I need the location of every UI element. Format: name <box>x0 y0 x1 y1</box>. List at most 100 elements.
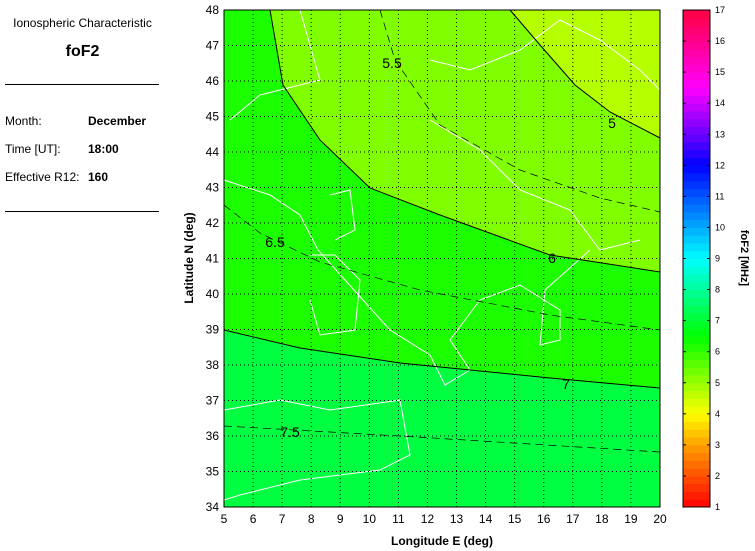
x-tick-label: 16 <box>537 512 551 526</box>
colorbar-segment <box>683 235 710 244</box>
colorbar-segment <box>683 336 710 345</box>
colorbar-segment <box>683 173 710 182</box>
colorbar-tick-label: 13 <box>715 129 725 139</box>
colorbar-segment <box>683 328 710 337</box>
colorbar-segment <box>683 165 710 174</box>
colorbar-segment <box>683 266 710 275</box>
colorbar-label: foF2 [MHz] <box>738 230 750 287</box>
month-value: December <box>88 114 147 128</box>
x-tick-label: 9 <box>337 512 344 526</box>
x-tick-label: 8 <box>308 512 315 526</box>
coastline <box>309 254 361 336</box>
contour-5 <box>509 9 661 139</box>
colorbar-tick-label: 1 <box>715 502 720 512</box>
x-tick-label: 19 <box>624 512 638 526</box>
characteristic-subtitle: Ionospheric Characteristic <box>13 16 152 30</box>
x-tick-label: 11 <box>392 512 405 526</box>
x-tick-label: 15 <box>508 512 522 526</box>
contour-label: 6.5 <box>265 234 285 250</box>
colorbar-tick-label: 7 <box>715 316 720 326</box>
y-axis-label: Latitude N (deg) <box>182 212 196 303</box>
contour-7.5 <box>223 425 661 453</box>
colorbar-tick-label: 2 <box>715 471 720 481</box>
x-tick-label: 6 <box>250 512 257 526</box>
colorbar-segment <box>683 180 710 190</box>
colorbar-segment <box>683 444 710 454</box>
colorbar-segment <box>683 48 710 58</box>
y-tick-label: 37 <box>206 394 220 408</box>
colorbar-segment <box>683 491 710 500</box>
y-tick-label: 39 <box>206 323 220 337</box>
coastline <box>429 119 641 251</box>
colorbar-segment <box>683 196 710 205</box>
colorbar-segment <box>683 204 710 213</box>
colorbar-tick-label: 17 <box>715 5 725 15</box>
colorbar-tick-label: 14 <box>715 98 725 108</box>
colorbar-segment <box>683 79 710 89</box>
colorbar-segment <box>683 343 710 353</box>
colorbar-segment <box>683 351 710 360</box>
y-tick-label: 42 <box>206 216 220 230</box>
x-tick-label: 20 <box>653 512 667 526</box>
y-tick-label: 47 <box>206 39 220 53</box>
r12-value: 160 <box>88 170 109 184</box>
colorbar-segment <box>683 41 710 50</box>
contour-label: 5 <box>608 115 616 131</box>
y-tick-label: 44 <box>206 145 220 159</box>
divider <box>5 211 159 212</box>
colorbar-tick-label: 11 <box>715 191 724 201</box>
contour-label: 7 <box>562 376 570 392</box>
y-tick-label: 48 <box>206 3 220 17</box>
colorbar-tick-label: 8 <box>715 285 720 295</box>
contour-label: 5.5 <box>382 55 402 71</box>
colorbar-segment <box>683 258 710 267</box>
colorbar-segment <box>683 413 710 423</box>
colorbar-tick-label: 9 <box>715 254 720 264</box>
x-tick-label: 14 <box>479 512 493 526</box>
colorbar-segment <box>683 211 710 221</box>
r12-label: Effective R12: <box>5 170 80 184</box>
colorbar-segment <box>683 281 710 291</box>
y-tick-label: 41 <box>206 252 220 266</box>
band-below-5 <box>510 10 660 138</box>
colorbar-segment <box>683 382 710 392</box>
time-value: 18:00 <box>88 142 119 156</box>
colorbar-segment <box>683 367 710 376</box>
colorbar-segment <box>683 452 710 461</box>
colorbar-segment <box>683 289 710 298</box>
colorbar-segment <box>683 87 710 96</box>
colorbar-segment <box>683 468 710 477</box>
time-label: Time [UT]: <box>5 142 61 156</box>
coastline <box>229 9 321 121</box>
y-tick-label: 34 <box>206 500 220 514</box>
colorbar-segment <box>683 149 710 159</box>
colorbar-segment <box>683 499 710 508</box>
coastline <box>429 19 661 91</box>
colorbar-segment <box>683 188 710 197</box>
colorbar-segment <box>683 320 710 329</box>
colorbar-segment <box>683 406 710 415</box>
colorbar-segment <box>683 460 710 469</box>
map-frame <box>223 9 661 508</box>
colorbar-segment <box>683 95 710 104</box>
colorbar-tick-label: 6 <box>715 347 720 357</box>
x-tick-label: 5 <box>221 512 228 526</box>
y-tick-label: 38 <box>206 358 220 372</box>
colorbar-segment <box>683 242 710 252</box>
colorbar-segment <box>683 72 710 81</box>
colorbar-segment <box>683 398 710 407</box>
y-tick-label: 35 <box>206 465 220 479</box>
colorbar-segment <box>683 103 710 112</box>
colorbar-segment <box>683 142 710 151</box>
colorbar-segment <box>683 305 710 314</box>
colorbar-segment <box>683 374 710 384</box>
x-tick-label: 13 <box>450 512 464 526</box>
contour-label: 6 <box>548 250 556 266</box>
colorbar-tick-label: 5 <box>715 378 720 388</box>
colorbar-segment <box>683 227 710 236</box>
contour-5.5 <box>379 9 661 213</box>
contour-label: 7.5 <box>280 424 300 440</box>
month-label: Month: <box>5 114 42 128</box>
divider <box>5 84 159 85</box>
